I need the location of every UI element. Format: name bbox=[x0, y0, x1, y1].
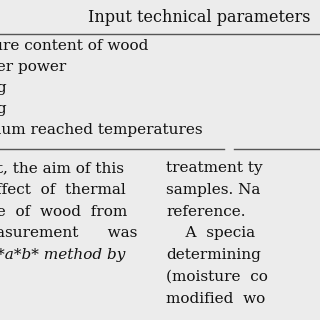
Text: A  specia: A specia bbox=[166, 226, 256, 240]
Text: modified  wo: modified wo bbox=[166, 292, 266, 306]
Text: determining: determining bbox=[166, 248, 261, 262]
Text: ture content of wood: ture content of wood bbox=[0, 39, 148, 53]
Text: easurement      was: easurement was bbox=[0, 226, 138, 240]
Text: reference.: reference. bbox=[166, 204, 246, 219]
Text: L*a*b* method by: L*a*b* method by bbox=[0, 248, 125, 262]
Text: effect  of  thermal: effect of thermal bbox=[0, 183, 126, 197]
Text: ber power: ber power bbox=[0, 60, 67, 74]
Text: nt, the aim of this: nt, the aim of this bbox=[0, 161, 124, 175]
Text: mum reached temperatures: mum reached temperatures bbox=[0, 123, 203, 137]
Text: ng: ng bbox=[0, 81, 7, 95]
Text: ng: ng bbox=[0, 102, 7, 116]
Text: samples. Na: samples. Na bbox=[166, 183, 261, 197]
Text: (moisture  co: (moisture co bbox=[166, 270, 268, 284]
Text: Input technical parameters: Input technical parameters bbox=[88, 9, 310, 26]
Text: ge  of  wood  from: ge of wood from bbox=[0, 204, 127, 219]
Text: treatment ty: treatment ty bbox=[166, 161, 263, 175]
